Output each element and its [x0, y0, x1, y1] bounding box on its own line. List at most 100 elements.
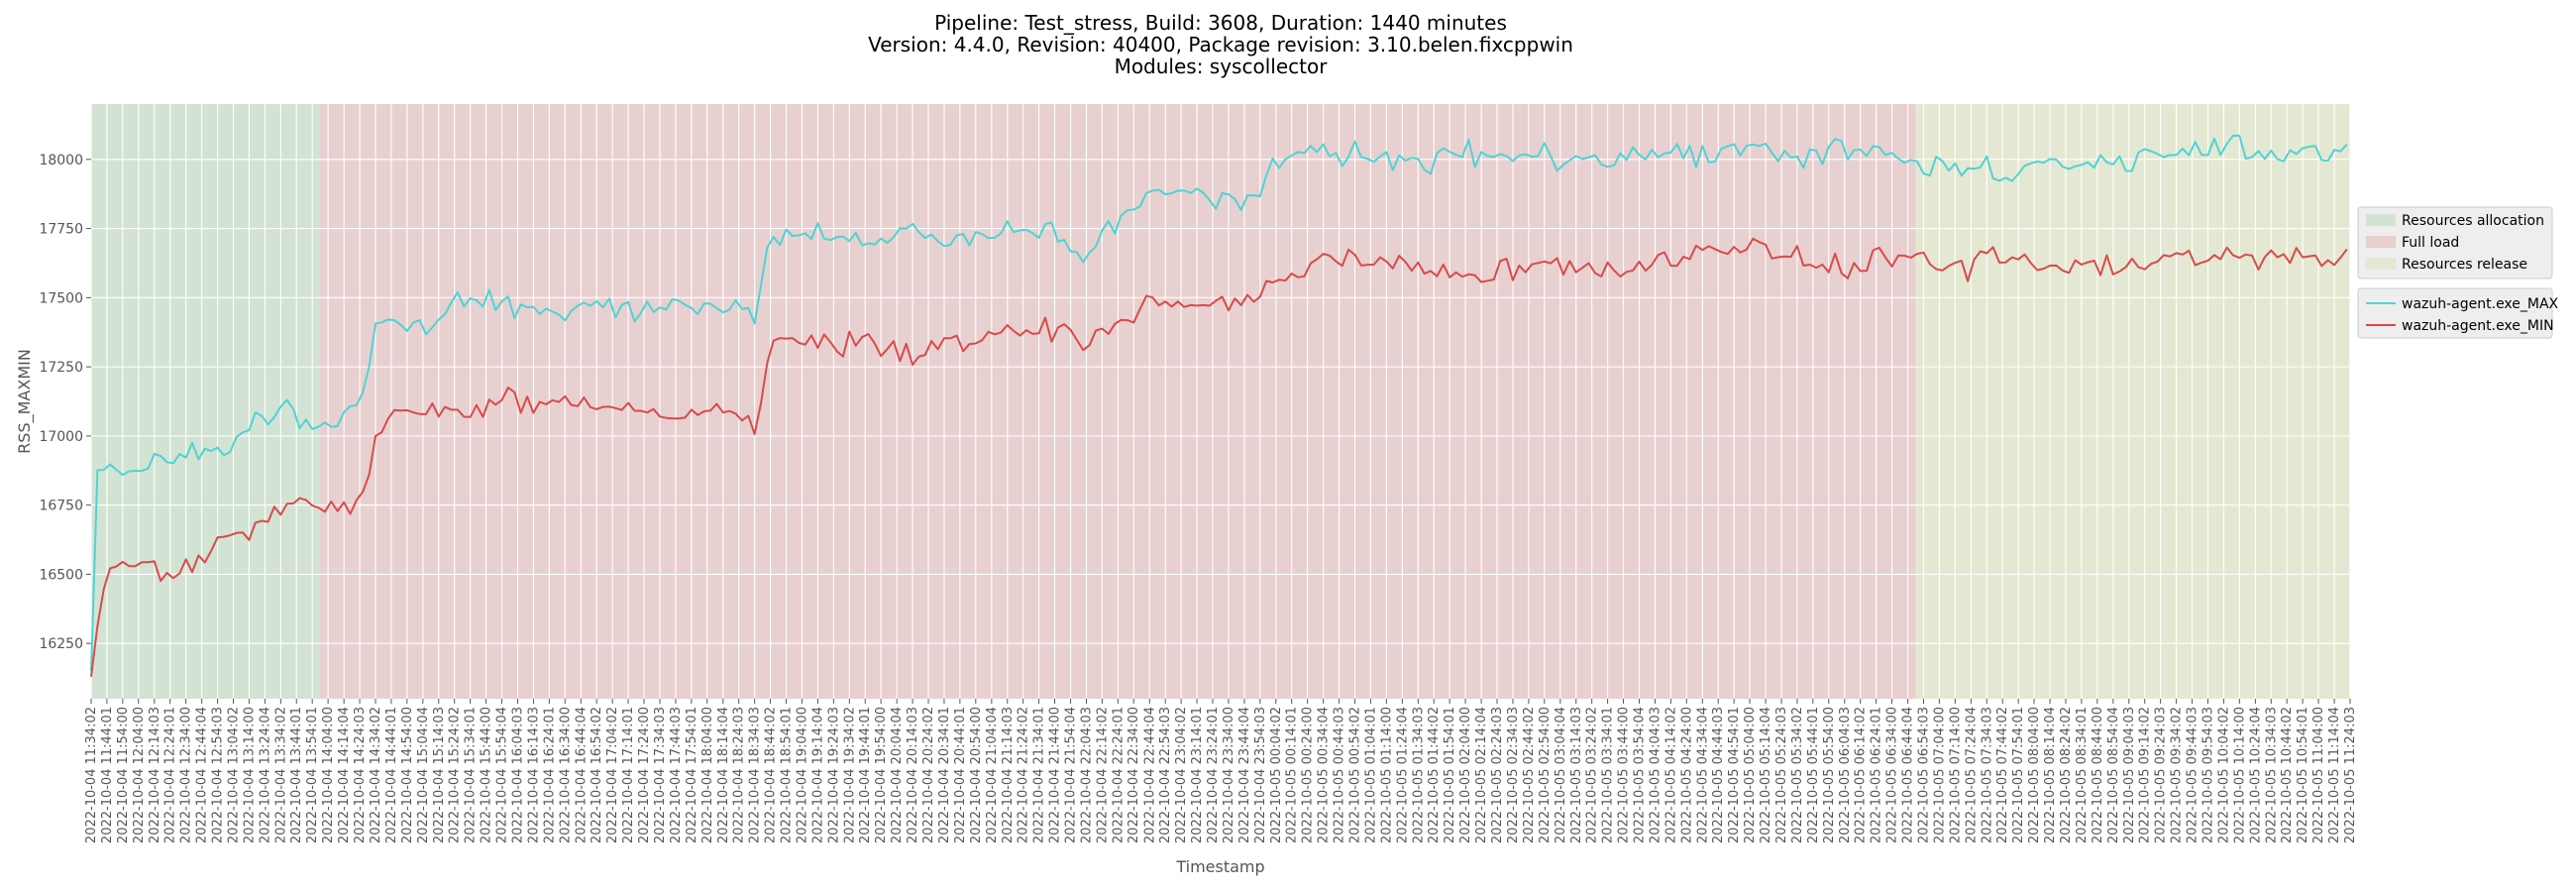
x-tick-label: 2022-10-04 16:04:03 — [511, 707, 526, 843]
x-tick-label: 2022-10-05 02:44:02 — [1522, 707, 1537, 843]
x-tick-label: 2022-10-04 16:24:01 — [542, 707, 557, 843]
legend-swatch — [2366, 214, 2396, 226]
x-tick-label: 2022-10-05 07:14:00 — [1948, 707, 1963, 843]
x-tick-label: 2022-10-04 17:14:01 — [621, 707, 636, 843]
x-tick-label: 2022-10-05 00:44:03 — [1333, 707, 1347, 843]
x-tick-label: 2022-10-05 01:24:04 — [1395, 707, 1410, 843]
x-tick-label: 2022-10-04 11:44:01 — [100, 707, 115, 843]
x-tick-label: 2022-10-05 08:34:01 — [2075, 707, 2090, 843]
grid-lines — [90, 104, 2351, 699]
x-tick-label: 2022-10-05 03:54:04 — [1633, 707, 1648, 843]
legend-label: Resources allocation — [2402, 213, 2544, 229]
x-tick-label: 2022-10-05 04:24:00 — [1679, 707, 1694, 843]
x-tick-label: 2022-10-05 07:54:01 — [2011, 707, 2026, 843]
x-tick-label: 2022-10-04 14:44:01 — [384, 707, 399, 843]
x-tick-label: 2022-10-04 20:14:03 — [906, 707, 920, 843]
x-tick-label: 2022-10-05 06:24:01 — [1870, 707, 1884, 843]
x-tick-label: 2022-10-05 07:34:03 — [1980, 707, 1994, 843]
legend-swatch — [2366, 236, 2396, 248]
x-tick-label: 2022-10-05 09:24:03 — [2154, 707, 2169, 843]
x-tick-label: 2022-10-05 03:34:01 — [1601, 707, 1616, 843]
x-tick-label: 2022-10-04 14:34:02 — [369, 707, 383, 843]
x-tick-label: 2022-10-05 09:14:02 — [2138, 707, 2153, 843]
x-tick-label: 2022-10-05 00:34:04 — [1317, 707, 1332, 843]
series-lines — [90, 134, 2348, 677]
x-tick-label: 2022-10-05 03:44:00 — [1617, 707, 1632, 843]
x-tick-label: 2022-10-05 01:04:01 — [1363, 707, 1378, 843]
x-tick-label: 2022-10-04 15:14:03 — [432, 707, 447, 843]
legend-box — [2357, 206, 2553, 279]
x-tick-label: 2022-10-05 05:04:00 — [1743, 707, 1758, 843]
y-axis-ticks: 16250 16500 16750 17000 17250 17500 17750 18000 — [39, 153, 91, 652]
x-tick-label: 2022-10-04 18:44:02 — [764, 707, 779, 843]
x-tick-label: 2022-10-04 12:14:03 — [148, 707, 162, 843]
x-tick-label: 2022-10-04 22:24:01 — [1111, 707, 1126, 843]
x-tick-label: 2022-10-04 22:34:00 — [1127, 707, 1141, 843]
x-tick-label: 2022-10-05 09:44:03 — [2186, 707, 2200, 843]
x-tick-label: 2022-10-05 02:14:04 — [1474, 707, 1489, 843]
x-tick-label: 2022-10-04 11:34:02 — [84, 707, 99, 843]
x-tick-label: 2022-10-04 18:24:03 — [732, 707, 747, 843]
x-tick-label: 2022-10-04 20:04:04 — [890, 707, 905, 843]
x-tick-label: 2022-10-04 20:44:01 — [953, 707, 968, 843]
phase-band — [91, 104, 321, 699]
x-tick-label: 2022-10-04 19:14:04 — [810, 707, 825, 843]
x-tick-label: 2022-10-05 09:04:03 — [2122, 707, 2137, 843]
x-tick-label: 2022-10-05 03:24:02 — [1585, 707, 1600, 843]
x-tick-label: 2022-10-05 05:54:00 — [1822, 707, 1837, 843]
legend-label: wazuh-agent.exe_MAX — [2402, 296, 2559, 312]
x-tick-label: 2022-10-05 08:24:02 — [2059, 707, 2074, 843]
x-tick-label: 2022-10-04 17:44:03 — [669, 707, 684, 843]
x-tick-label: 2022-10-05 04:34:04 — [1695, 707, 1710, 843]
x-tick-label: 2022-10-04 13:54:01 — [305, 707, 320, 843]
x-tick-label: 2022-10-05 03:14:03 — [1569, 707, 1584, 843]
x-tick-label: 2022-10-05 06:54:03 — [1917, 707, 1932, 843]
x-tick-label: 2022-10-04 15:34:01 — [464, 707, 479, 843]
x-tick-label: 2022-10-04 19:54:00 — [874, 707, 889, 843]
x-tick-label: 2022-10-04 16:34:00 — [558, 707, 573, 843]
x-tick-label: 2022-10-04 19:34:02 — [842, 707, 857, 843]
x-tick-label: 2022-10-04 14:54:00 — [400, 707, 415, 843]
x-tick-label: 2022-10-05 00:54:02 — [1348, 707, 1363, 843]
x-tick-label: 2022-10-05 10:44:02 — [2280, 707, 2295, 843]
x-tick-label: 2022-10-05 08:14:04 — [2043, 707, 2058, 843]
x-tick-label: 2022-10-05 10:14:00 — [2232, 707, 2247, 843]
x-tick-label: 2022-10-04 16:14:03 — [526, 707, 541, 843]
x-tick-label: 2022-10-04 20:24:02 — [921, 707, 936, 843]
x-tick-label: 2022-10-04 20:34:01 — [937, 707, 952, 843]
x-tick-label: 2022-10-04 23:14:01 — [1190, 707, 1205, 843]
x-tick-label: 2022-10-04 21:24:02 — [1017, 707, 1031, 843]
x-tick-label: 2022-10-05 10:54:01 — [2296, 707, 2310, 843]
x-axis-label: Timestamp — [1175, 857, 1264, 876]
x-tick-label: 2022-10-05 10:34:03 — [2264, 707, 2279, 843]
x-tick-label: 2022-10-04 17:24:00 — [637, 707, 652, 843]
x-tick-label: 2022-10-05 00:14:01 — [1285, 707, 1300, 843]
x-tick-label: 2022-10-05 11:24:03 — [2343, 707, 2358, 843]
x-tick-label: 2022-10-04 12:44:04 — [195, 707, 210, 843]
x-tick-label: 2022-10-04 13:14:00 — [242, 707, 257, 843]
y-tick-label: 18000 — [39, 153, 83, 168]
x-tick-label: 2022-10-05 03:04:04 — [1554, 707, 1568, 843]
x-tick-label: 2022-10-04 12:24:01 — [163, 707, 178, 843]
x-tick-label: 2022-10-04 18:34:03 — [748, 707, 763, 843]
x-tick-label: 2022-10-05 06:14:02 — [1854, 707, 1869, 843]
legend-phases: Resources allocation Full load Resources r… — [2357, 206, 2553, 279]
x-tick-label: 2022-10-05 06:04:03 — [1838, 707, 1853, 843]
x-tick-label: 2022-10-05 02:54:00 — [1538, 707, 1553, 843]
x-tick-label: 2022-10-04 16:54:02 — [590, 707, 604, 843]
x-tick-label: 2022-10-05 08:04:00 — [2027, 707, 2042, 843]
x-tick-label: 2022-10-04 14:04:00 — [321, 707, 336, 843]
x-tick-label: 2022-10-04 16:44:04 — [574, 707, 589, 843]
x-tick-label: 2022-10-04 21:04:04 — [985, 707, 1000, 843]
x-tick-label: 2022-10-04 19:24:03 — [826, 707, 841, 843]
x-tick-label: 2022-10-05 07:04:00 — [1932, 707, 1947, 843]
x-tick-label: 2022-10-04 23:04:02 — [1174, 707, 1189, 843]
x-tick-label: 2022-10-05 02:34:03 — [1506, 707, 1521, 843]
x-tick-label: 2022-10-05 09:34:02 — [2170, 707, 2185, 843]
x-tick-label: 2022-10-05 01:54:01 — [1443, 707, 1457, 843]
x-tick-label: 2022-10-04 18:04:00 — [700, 707, 715, 843]
legend-label: wazuh-agent.exe_MIN — [2402, 318, 2554, 334]
x-tick-label: 2022-10-04 13:24:04 — [258, 707, 272, 843]
chart-title: Pipeline: Test_stress, Build: 3608, Dura… — [868, 11, 1573, 78]
